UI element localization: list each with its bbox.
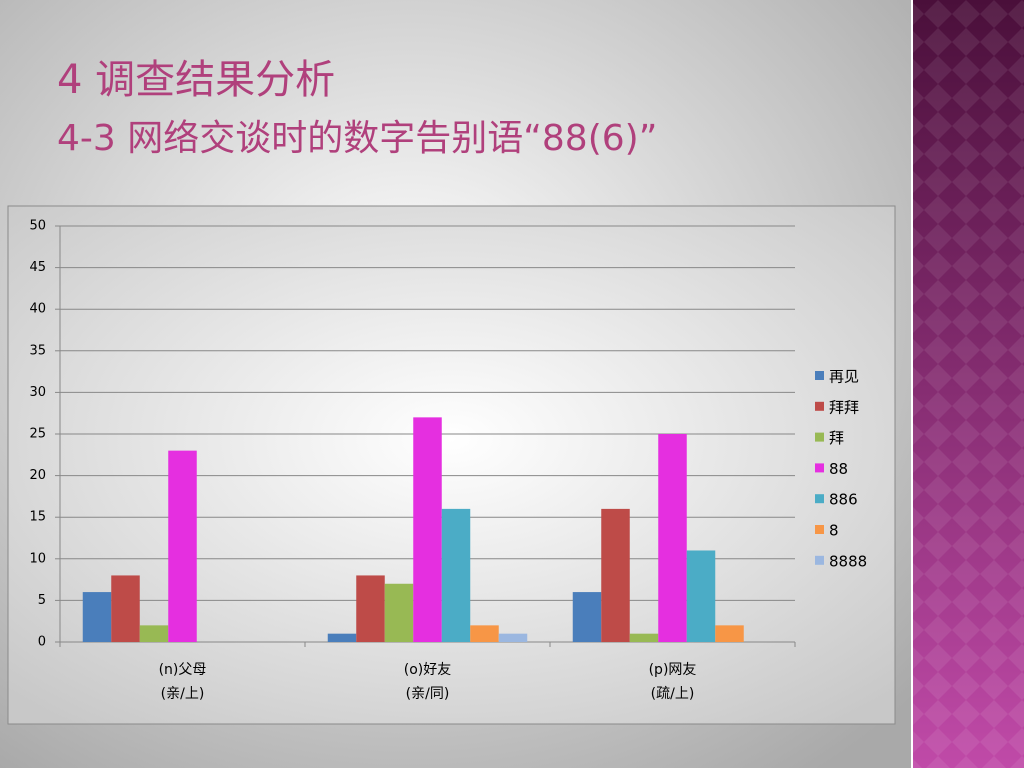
y-tick-label: 15 (29, 510, 46, 525)
legend-swatch (815, 555, 824, 565)
bar (327, 633, 357, 642)
subtitle: 4-3 网络交谈时的数字告别语“88(6)” (57, 118, 657, 159)
legend-swatch (815, 463, 824, 473)
legend-swatch (815, 525, 824, 534)
title: 4 调查结果分析 (57, 57, 335, 103)
x-tick-label: (亲/同) (406, 686, 450, 702)
legend-swatch (815, 432, 824, 442)
x-tick-label: (亲/上) (161, 686, 205, 702)
legend-label: 8 (829, 522, 839, 540)
legend-label: 88 (829, 460, 848, 478)
legend-swatch (815, 371, 824, 380)
bar (572, 592, 602, 642)
legend-label: 拜拜 (829, 398, 859, 416)
bar (384, 583, 414, 642)
bar (470, 625, 499, 642)
chart-area (7, 205, 896, 725)
bar (629, 633, 659, 642)
bar (658, 434, 687, 642)
x-tick-label: (p)网友 (649, 662, 697, 678)
legend-label: 8888 (829, 552, 867, 570)
bar (601, 508, 630, 642)
legend-swatch (815, 494, 824, 504)
bar (413, 417, 442, 642)
y-tick-label: 25 (29, 427, 46, 442)
y-tick-label: 5 (38, 593, 46, 608)
legend-label: 拜 (829, 429, 844, 447)
bar (82, 592, 112, 642)
bar (111, 575, 140, 642)
bar (441, 508, 471, 642)
y-tick-label: 35 (29, 343, 46, 358)
y-tick-label: 20 (29, 468, 46, 483)
y-tick-label: 50 (29, 219, 46, 234)
y-tick-label: 30 (29, 385, 46, 400)
legend-swatch (815, 401, 824, 411)
bar (356, 575, 385, 642)
y-tick-label: 0 (38, 635, 46, 650)
bar (139, 625, 169, 642)
x-tick-label: (o)好友 (404, 662, 452, 678)
chart: 0 5 10 15 20 25 30 35 40 45 50 (n)父母 (亲/上) (o)好友 (亲/同)… (29, 219, 867, 703)
bar (715, 625, 744, 642)
bar (498, 633, 528, 642)
y-tick-label: 40 (29, 302, 46, 317)
y-tick-label: 45 (29, 260, 46, 275)
y-tick-label: 10 (29, 551, 46, 566)
x-tick-label: (n)父母 (159, 662, 207, 678)
legend-label: 再见 (829, 368, 859, 386)
bar (686, 550, 716, 642)
x-tick-label: (疏/上) (651, 686, 695, 702)
side-pattern (912, 0, 1024, 768)
legend-label: 886 (829, 491, 858, 509)
bar (168, 450, 197, 642)
